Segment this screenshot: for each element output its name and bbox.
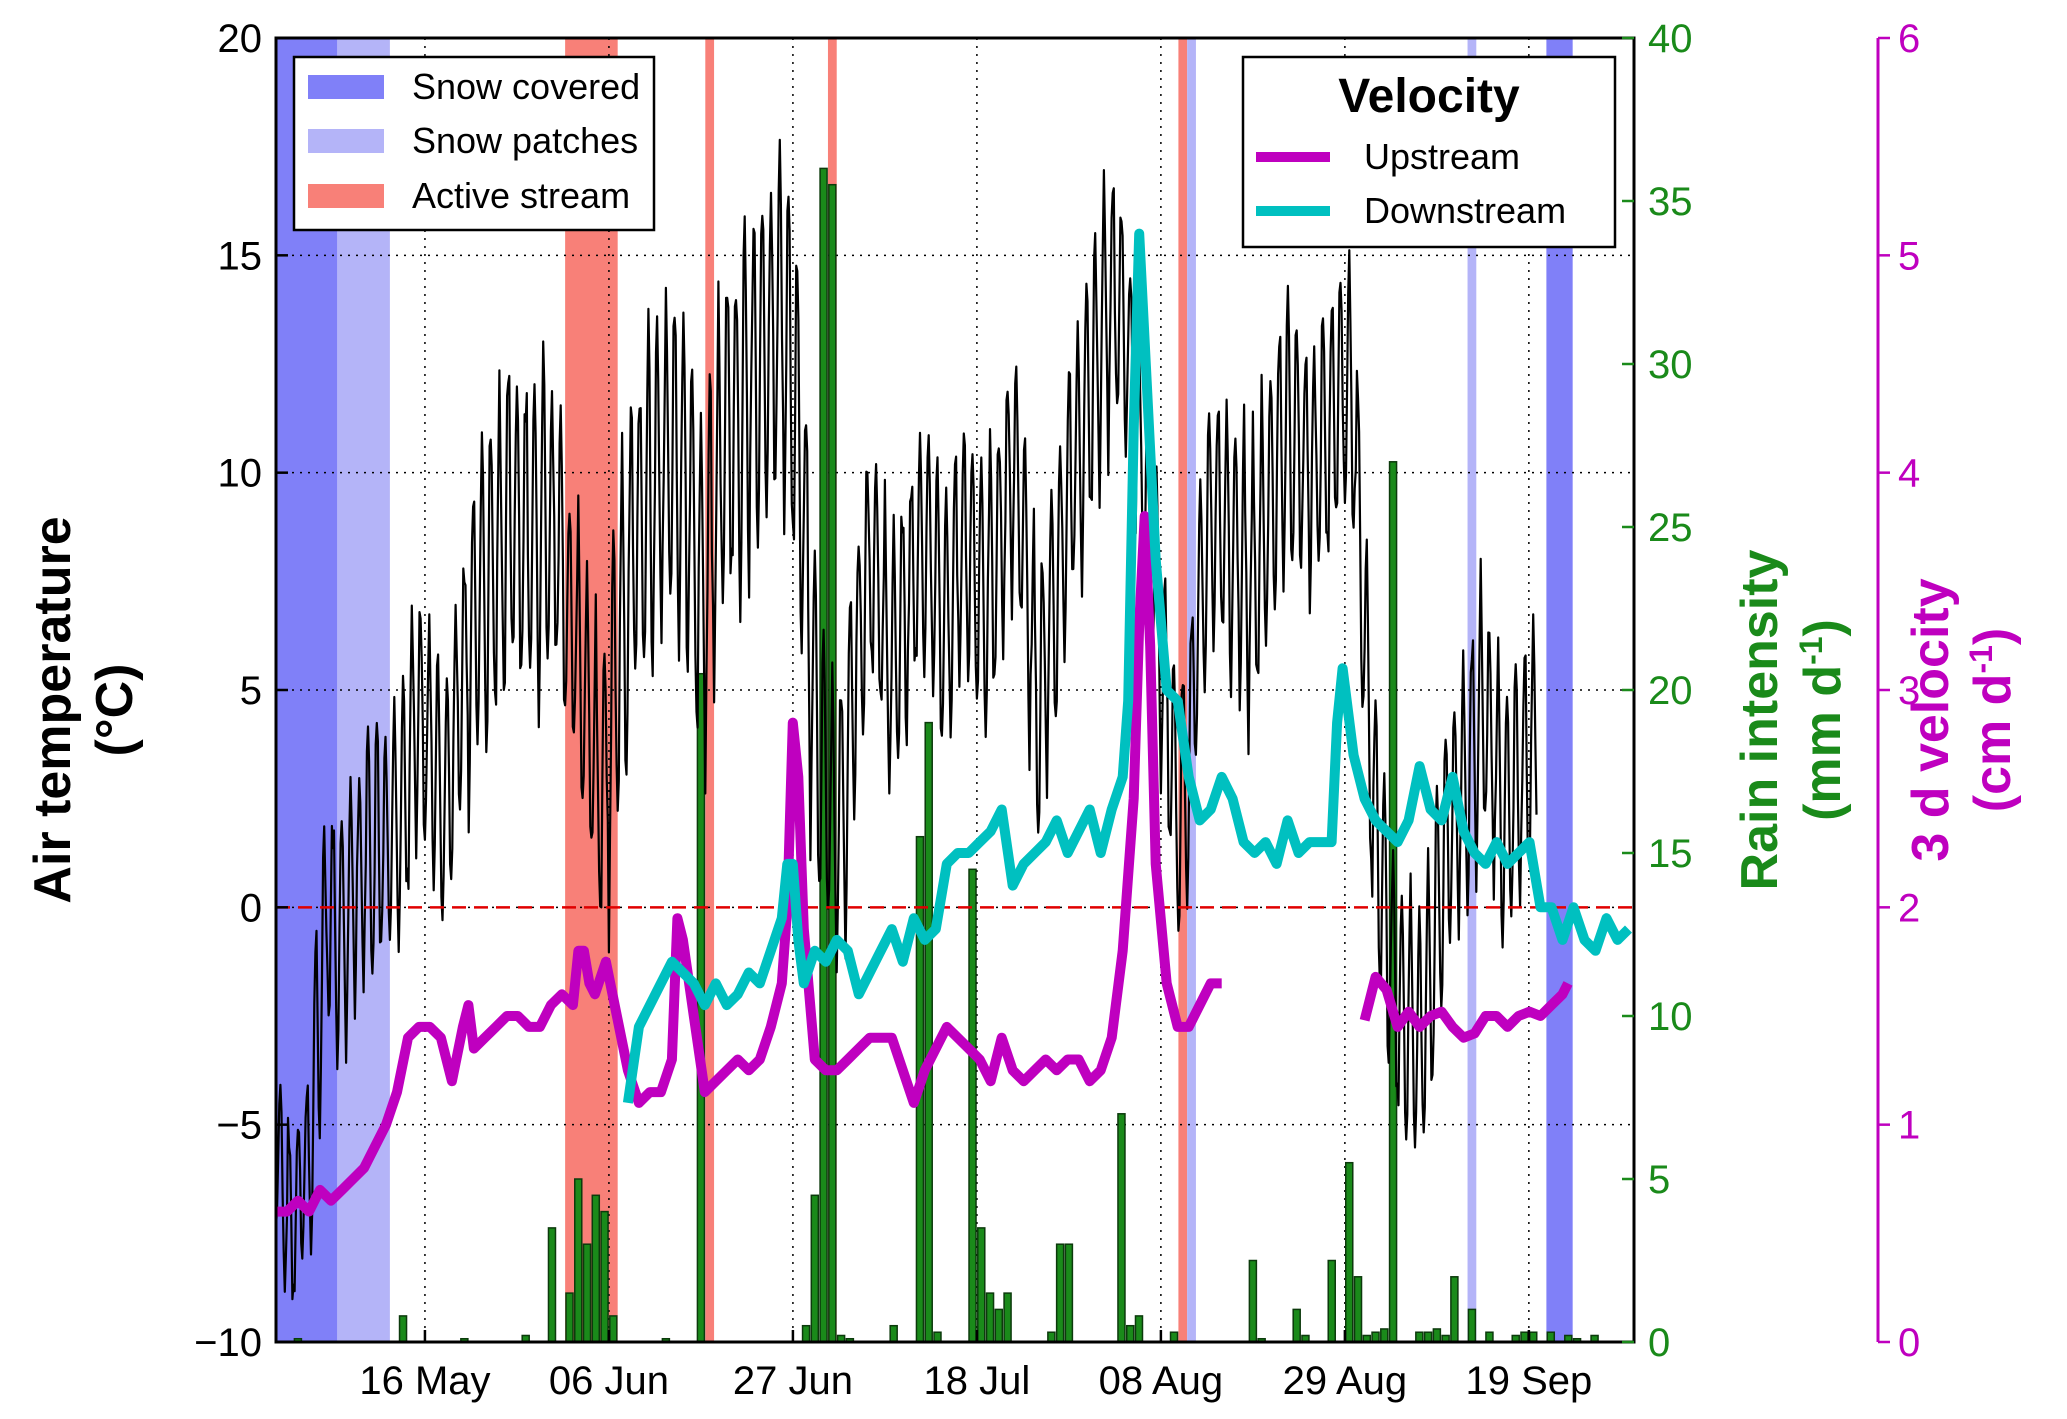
legend-label-snow-covered: Snow covered bbox=[412, 66, 640, 107]
band-snow-patches-6 bbox=[1187, 38, 1196, 1342]
rain-bar-10 bbox=[609, 1315, 618, 1343]
legend-label-downstream: Downstream bbox=[1364, 190, 1566, 231]
rain-bar-30 bbox=[1064, 1243, 1074, 1343]
velocity-tick-label-3: 3 bbox=[1898, 669, 1920, 713]
rain-bar-35 bbox=[1248, 1259, 1258, 1343]
rain-bar-1 bbox=[398, 1315, 408, 1343]
velocity-tick-label-5: 5 bbox=[1898, 234, 1920, 278]
rain-bar-25 bbox=[985, 1292, 995, 1343]
temperature-tick-label-4: 10 bbox=[218, 452, 263, 496]
band-snow-covered-8 bbox=[1546, 38, 1573, 1342]
temperature-axis-title-line2: (°C) bbox=[86, 664, 144, 757]
rain-bar-33 bbox=[1134, 1315, 1144, 1343]
rain-bar-23 bbox=[968, 868, 977, 1343]
axes-layer: −10 −5 0 5 10 15 20 0 5 10 15 20 25 30 35 40 0 1 2 3 4 5 6 16 M… bbox=[194, 17, 1920, 1403]
velocity-axis-title-line1: 3 d velocity bbox=[1902, 578, 1960, 861]
temperature-tick-label-1: −5 bbox=[216, 1104, 262, 1148]
x-tick-label-2: 27 Jun bbox=[733, 1359, 853, 1403]
rain-bars bbox=[293, 167, 1599, 1343]
rain-tick-label-3: 15 bbox=[1648, 832, 1693, 876]
rain-bar-48 bbox=[1432, 1328, 1442, 1343]
legend-swatch-active-stream bbox=[308, 184, 384, 208]
band-snow-patches-1 bbox=[337, 38, 390, 1342]
rain-tick-label-4: 20 bbox=[1648, 669, 1693, 713]
legend-swatch-snow-covered bbox=[308, 75, 384, 99]
legend-bands: Snow covered Snow patches Active stream bbox=[292, 55, 656, 232]
rain-bar-51 bbox=[1467, 1308, 1477, 1343]
velocity-axis-unit-sup: -1 bbox=[1963, 645, 1999, 673]
rain-bar-6 bbox=[574, 1178, 583, 1343]
band-snow-patches-7 bbox=[1467, 38, 1477, 1342]
rain-bar-21 bbox=[924, 721, 933, 1343]
rain-bar-9 bbox=[600, 1210, 609, 1343]
rain-bar-4 bbox=[547, 1227, 557, 1343]
rain-bar-44 bbox=[1380, 1328, 1389, 1343]
temperature-line bbox=[274, 138, 1538, 1301]
x-tick-label-6: 19 Sep bbox=[1465, 1359, 1592, 1403]
rain-bar-37 bbox=[1292, 1308, 1301, 1343]
rain-tick-label-7: 35 bbox=[1648, 180, 1693, 224]
temperature-axis-title-line1: Air temperature bbox=[24, 516, 82, 903]
rain-bar-26 bbox=[994, 1308, 1004, 1343]
rain-bar-13 bbox=[801, 1324, 811, 1343]
rain-axis-unit: (mm d bbox=[1794, 665, 1852, 821]
rain-bar-19 bbox=[889, 1324, 898, 1343]
rain-tick-label-0: 0 bbox=[1648, 1321, 1670, 1365]
rain-bar-29 bbox=[1055, 1243, 1065, 1343]
velocity-axis-title-line2: (cm d-1) bbox=[1963, 628, 2022, 812]
rain-bar-40 bbox=[1345, 1161, 1354, 1343]
x-tick-label-3: 18 Jul bbox=[924, 1359, 1031, 1403]
x-tick-label-4: 08 Aug bbox=[1099, 1359, 1224, 1403]
velocity-series-upstream-0 bbox=[276, 511, 1222, 1217]
velocity-series-downstream-0 bbox=[622, 228, 1633, 1104]
temperature-series bbox=[274, 138, 1538, 1301]
rain-bar-31 bbox=[1117, 1113, 1126, 1343]
legend-velocity: Velocity Upstream Downstream bbox=[1241, 55, 1617, 249]
rain-bar-45 bbox=[1388, 461, 1398, 1343]
velocity-tick-label-0: 0 bbox=[1898, 1321, 1920, 1365]
legend-swatch-snow-patches bbox=[308, 129, 384, 153]
rain-bar-7 bbox=[582, 1243, 592, 1343]
x-tick-label-1: 06 Jun bbox=[549, 1359, 669, 1403]
temperature-tick-label-3: 5 bbox=[240, 669, 262, 713]
temperature-tick-label-5: 15 bbox=[218, 234, 263, 278]
rain-bar-32 bbox=[1125, 1324, 1135, 1343]
rain-tick-label-5: 25 bbox=[1648, 506, 1693, 550]
rain-axis-unit-sup: -1 bbox=[1793, 636, 1829, 664]
rain-axis-title-line2: (mm d-1) bbox=[1793, 619, 1852, 821]
legend-label-upstream: Upstream bbox=[1364, 136, 1520, 177]
rain-axis-title-line1: Rain intensity bbox=[1731, 549, 1789, 890]
velocity-axis-unit-close: ) bbox=[1964, 628, 2022, 645]
rain-tick-label-8: 40 bbox=[1648, 17, 1693, 61]
temperature-tick-label-6: 20 bbox=[218, 17, 263, 61]
velocity-tick-label-1: 1 bbox=[1898, 1104, 1920, 1148]
velocity-tick-label-6: 6 bbox=[1898, 17, 1920, 61]
velocity-lines bbox=[276, 228, 1633, 1217]
rain-bar-14 bbox=[810, 1194, 820, 1343]
x-tick-label-0: 16 May bbox=[359, 1359, 490, 1403]
temperature-tick-label-0: −10 bbox=[194, 1321, 262, 1365]
rain-bar-24 bbox=[977, 1227, 986, 1343]
rain-tick-label-1: 5 bbox=[1648, 1158, 1670, 1202]
grid-layer bbox=[276, 37, 1634, 1343]
rain-bar-41 bbox=[1353, 1276, 1363, 1343]
rain-bar-5 bbox=[565, 1292, 574, 1343]
velocity-axis-unit: (cm d bbox=[1964, 674, 2022, 813]
legend-label-snow-patches: Snow patches bbox=[412, 120, 638, 161]
rain-axis-unit-close: ) bbox=[1794, 619, 1852, 636]
legend-label-active-stream: Active stream bbox=[412, 175, 630, 216]
velocity-tick-label-2: 2 bbox=[1898, 886, 1920, 930]
rain-bar-8 bbox=[591, 1194, 601, 1343]
rain-tick-label-2: 10 bbox=[1648, 995, 1693, 1039]
rain-bar-50 bbox=[1450, 1276, 1459, 1343]
velocity-tick-label-4: 4 bbox=[1898, 452, 1920, 496]
rain-bar-27 bbox=[1003, 1292, 1012, 1343]
rain-bar-39 bbox=[1327, 1259, 1336, 1343]
rain-tick-label-6: 30 bbox=[1648, 343, 1693, 387]
legend-velocity-title: Velocity bbox=[1338, 70, 1520, 123]
x-tick-label-5: 29 Aug bbox=[1283, 1359, 1408, 1403]
velocity-series-upstream-1 bbox=[1359, 971, 1573, 1043]
temperature-tick-label-2: 0 bbox=[240, 886, 262, 930]
